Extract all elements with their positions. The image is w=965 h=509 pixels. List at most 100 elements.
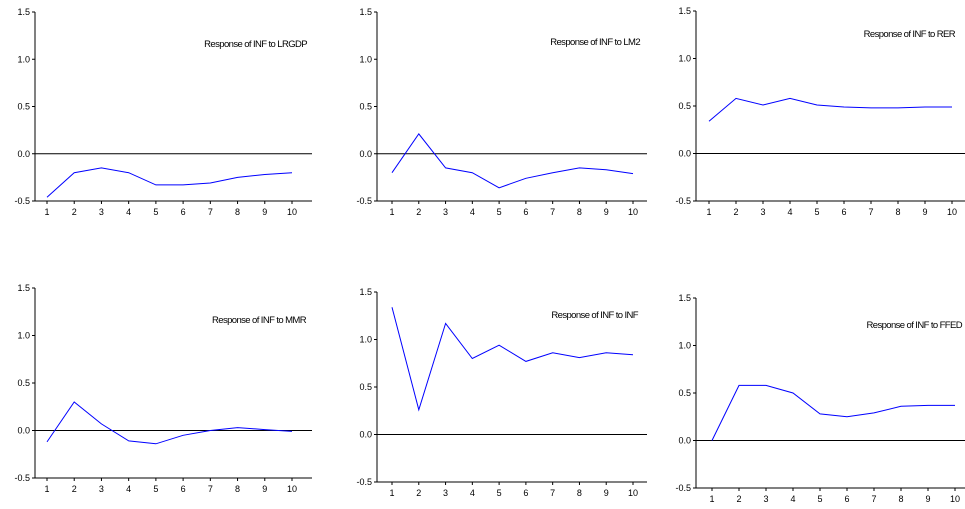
x-tick-label: 3 [99, 207, 104, 217]
x-tick-label: 6 [841, 207, 846, 217]
x-tick-label: 2 [416, 207, 421, 217]
y-tick-label: 0.0 [359, 430, 372, 440]
x-tick-label: 2 [72, 207, 77, 217]
y-tick-label: -0.5 [14, 473, 30, 483]
x-tick-label: 10 [950, 494, 960, 504]
x-tick-label: 10 [947, 207, 957, 217]
y-tick-label: 0.0 [359, 149, 372, 159]
x-tick-label: 7 [208, 484, 213, 494]
x-tick-label: 6 [181, 484, 186, 494]
x-tick-label: 7 [868, 207, 873, 217]
x-tick-label: 10 [287, 484, 297, 494]
x-tick-label: 1 [709, 494, 714, 504]
x-tick-label: 9 [262, 207, 267, 217]
y-tick-label: 1.0 [678, 341, 691, 351]
y-tick-label: 1.5 [678, 6, 691, 16]
y-tick-label: 1.0 [678, 54, 691, 64]
series-line [708, 97, 952, 122]
y-tick-label: 0.5 [359, 102, 372, 112]
x-tick-label: 8 [895, 207, 900, 217]
y-tick-label: 1.5 [17, 7, 30, 17]
x-tick-label: 4 [126, 484, 131, 494]
x-tick-label: 7 [871, 494, 876, 504]
x-tick-label: 7 [550, 207, 555, 217]
x-tick-label: 8 [235, 207, 240, 217]
x-tick-label: 5 [817, 494, 822, 504]
y-tick-label: 1.0 [17, 331, 30, 341]
chart-title: Response of INF to MMR [212, 315, 307, 326]
x-tick-label: 3 [763, 494, 768, 504]
x-tick-label: 2 [736, 494, 741, 504]
y-tick-label: 0.5 [359, 382, 372, 392]
y-tick-label: -0.5 [675, 483, 691, 493]
x-tick-label: 2 [416, 488, 421, 498]
y-tick-label: 0.5 [17, 378, 30, 388]
x-tick-label: 6 [523, 207, 528, 217]
x-tick-label: 6 [181, 207, 186, 217]
x-tick-label: 9 [604, 488, 609, 498]
chart-panel-1: -0.5 0.0 0.5 1.0 1.5 1 2 3 4 5 6 7 8 9 10 Response of I… [14, 7, 312, 217]
y-tick-label: 1.0 [17, 54, 30, 64]
x-tick-label: 1 [706, 207, 711, 217]
y-tick-label: 0.0 [17, 426, 30, 436]
x-tick-label: 5 [497, 207, 502, 217]
x-tick-label: 1 [389, 207, 394, 217]
x-tick-label: 5 [497, 488, 502, 498]
x-tick-label: 6 [523, 488, 528, 498]
chart-title: Response of INF to RER [864, 29, 956, 40]
x-tick-label: 4 [790, 494, 795, 504]
x-tick-label: 2 [733, 207, 738, 217]
y-tick-label: 1.5 [17, 283, 30, 293]
x-tick-label: 1 [44, 207, 49, 217]
series-line [711, 384, 955, 441]
x-tick-label: 9 [604, 207, 609, 217]
y-tick-label: 0.0 [17, 149, 30, 159]
x-tick-label: 2 [72, 484, 77, 494]
x-tick-label: 10 [628, 207, 638, 217]
series-line [46, 401, 293, 445]
x-tick-label: 7 [550, 488, 555, 498]
x-tick-label: 3 [760, 207, 765, 217]
y-tick-label: -0.5 [14, 196, 30, 206]
x-tick-label: 4 [787, 207, 792, 217]
chart-title: Response of INF to LRGDP [204, 39, 307, 50]
y-tick-label: 1.5 [359, 287, 372, 297]
x-tick-label: 8 [577, 488, 582, 498]
x-tick-label: 4 [126, 207, 131, 217]
y-tick-label: 0.5 [17, 102, 30, 112]
x-tick-label: 9 [925, 494, 930, 504]
series-line [46, 167, 293, 198]
y-tick-label: 0.5 [678, 388, 691, 398]
x-tick-label: 3 [443, 207, 448, 217]
chart-panel-4: -0.5 0.0 0.5 1.0 1.5 1 2 3 4 5 6 7 8 9 10 Response of I… [14, 283, 312, 494]
x-tick-label: 8 [898, 494, 903, 504]
x-tick-label: 3 [443, 488, 448, 498]
y-tick-label: 0.5 [678, 101, 691, 111]
x-tick-label: 4 [470, 488, 475, 498]
x-tick-label: 4 [470, 207, 475, 217]
y-tick-label: -0.5 [356, 477, 372, 487]
x-tick-label: 7 [208, 207, 213, 217]
y-tick-label: 1.0 [359, 335, 372, 345]
chart-panel-2: -0.5 0.0 0.5 1.0 1.5 1 2 3 4 5 6 7 8 9 10 Response of I… [356, 7, 647, 217]
x-tick-label: 10 [287, 207, 297, 217]
y-tick-label: 0.0 [678, 436, 691, 446]
x-tick-label: 3 [99, 484, 104, 494]
chart-title: Response of INF to FFED [867, 320, 963, 331]
y-tick-label: 1.0 [359, 54, 372, 64]
chart-title: Response of INF to LM2 [550, 37, 640, 48]
x-tick-label: 6 [844, 494, 849, 504]
x-tick-label: 8 [577, 207, 582, 217]
x-tick-label: 8 [235, 484, 240, 494]
chart-panel-3: -0.5 0.0 0.5 1.0 1.5 1 2 3 4 5 6 7 8 9 10 Response of I… [675, 6, 965, 217]
x-tick-label: 5 [153, 484, 158, 494]
y-tick-label: 1.5 [678, 293, 691, 303]
x-tick-label: 5 [153, 207, 158, 217]
x-tick-label: 9 [262, 484, 267, 494]
chart-panel-5: -0.5 0.0 0.5 1.0 1.5 1 2 3 4 5 6 7 8 9 10 Response of I… [356, 287, 647, 498]
chart-title: Response of INF to INF [551, 310, 638, 321]
x-tick-label: 9 [922, 207, 927, 217]
y-tick-label: 1.5 [359, 7, 372, 17]
x-tick-label: 1 [44, 484, 49, 494]
